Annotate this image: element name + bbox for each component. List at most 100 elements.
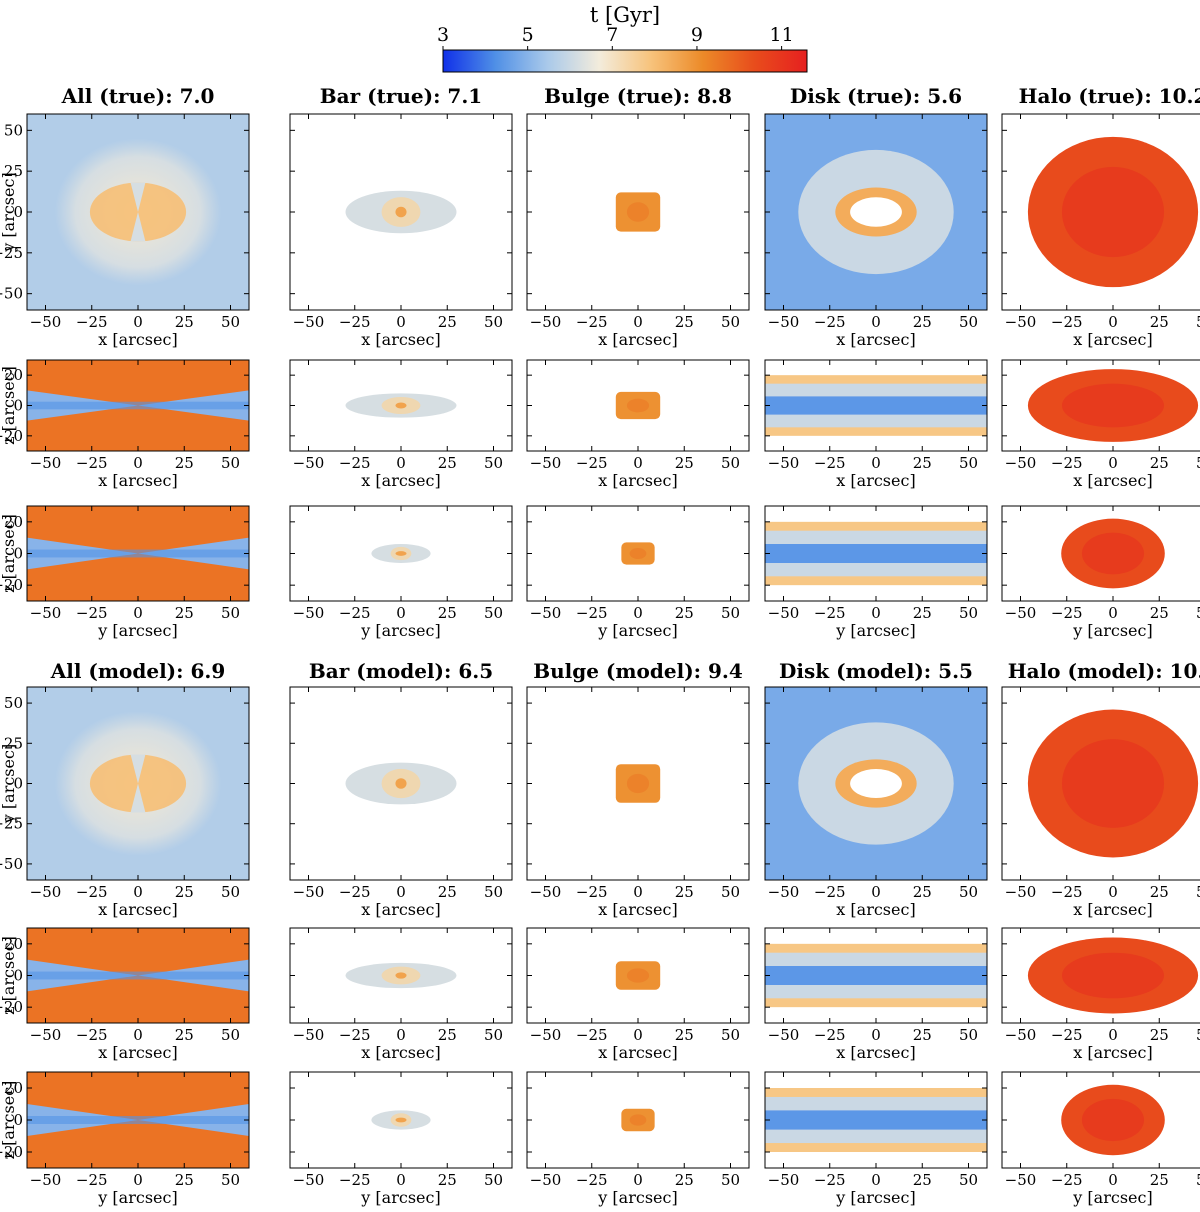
x-tick-label: 0 [633, 604, 643, 622]
panel-bulge-edge-on-xz: −50 −25 0 25 50 x [arcsec] [526, 359, 750, 490]
x-tick-label: −25 [1051, 454, 1083, 472]
age-map [621, 542, 655, 565]
map-fill [395, 551, 407, 556]
y-tick-label: 50 [4, 694, 23, 712]
y-tick-label: −25 [0, 244, 23, 262]
x-tick-label: 50 [484, 1026, 503, 1044]
x-tick-label: 0 [633, 454, 643, 472]
map-fill [765, 396, 987, 415]
x-axis-label: y [arcsec] [360, 1188, 440, 1207]
y-axis-label: y [arcsec] [0, 172, 18, 252]
x-tick-label: 0 [871, 604, 881, 622]
x-tick-label: 0 [396, 1026, 406, 1044]
colorbar-tick-label: 7 [606, 24, 618, 46]
map-fill [626, 773, 650, 794]
x-tick-label: 50 [221, 1171, 240, 1189]
x-tick-label: 25 [913, 454, 932, 472]
x-tick-label: 50 [484, 604, 503, 622]
x-tick-label: 0 [133, 883, 143, 901]
age-map [345, 962, 457, 989]
x-tick-label: 50 [1196, 883, 1200, 901]
x-tick-label: −25 [814, 604, 846, 622]
x-tick-label: 0 [871, 454, 881, 472]
panel-title-halo: Halo (model): 10.2 [1008, 659, 1200, 683]
panel-title-halo: Halo (true): 10.2 [1019, 84, 1200, 108]
x-tick-label: −25 [576, 883, 608, 901]
x-tick-label: −50 [768, 1026, 800, 1044]
panel-disk-face-on: −50 −25 0 25 50 x [arcsec] [764, 686, 988, 919]
x-tick-label: 50 [721, 1171, 740, 1189]
x-axis-label: x [arcsec] [598, 471, 677, 490]
panel-bar-face-on: −50 −25 0 25 50 x [arcsec] [289, 686, 513, 919]
panel-title-bulge: Bulge (true): 8.8 [544, 84, 732, 108]
x-tick-label: −50 [530, 604, 562, 622]
x-tick-label: 25 [438, 454, 457, 472]
x-tick-label: 25 [913, 883, 932, 901]
panel-bulge-edge-on-yz: −50 −25 0 25 50 y [arcsec] [526, 1071, 750, 1207]
panel-title-disk: Disk (model): 5.5 [779, 659, 973, 683]
y-tick-label: −50 [0, 285, 23, 303]
x-tick-label: 0 [871, 1026, 881, 1044]
panel-title-disk: Disk (true): 5.6 [790, 84, 962, 108]
x-tick-label: −25 [576, 313, 608, 331]
panel-title-bar: Bar (true): 7.1 [320, 84, 482, 108]
panel-title-bar: Bar (model): 6.5 [309, 659, 493, 683]
panel-all-edge-on-xz: −50 −25 0 25 50 20 0 −20z [arcsec] x [arcsec] [0, 359, 250, 490]
age-map [615, 192, 661, 232]
x-tick-label: 50 [1196, 454, 1200, 472]
x-tick-label: 0 [133, 313, 143, 331]
x-tick-label: −50 [530, 1171, 562, 1189]
x-tick-label: −50 [530, 1026, 562, 1044]
x-tick-label: 0 [1108, 454, 1118, 472]
x-tick-label: 25 [913, 1171, 932, 1189]
x-tick-label: 0 [133, 604, 143, 622]
map-fill [765, 1110, 987, 1130]
age-map [27, 506, 249, 601]
x-axis-label: y [arcsec] [597, 1188, 677, 1207]
y-axis-label: y [arcsec] [0, 744, 18, 824]
x-axis-label: x [arcsec] [836, 1043, 915, 1062]
x-tick-label: 50 [1196, 313, 1200, 331]
x-tick-label: −25 [76, 604, 108, 622]
age-map [1027, 369, 1199, 442]
x-tick-label: 50 [1196, 1171, 1200, 1189]
panel-bar-edge-on-xz: −50 −25 0 25 50 x [arcsec] [289, 927, 513, 1062]
y-tick-label: 0 [13, 545, 23, 563]
x-axis-label: y [arcsec] [360, 621, 440, 640]
x-axis-label: y [arcsec] [597, 621, 677, 640]
age-map [615, 961, 661, 990]
x-tick-label: −25 [339, 454, 371, 472]
x-tick-label: 50 [484, 1171, 503, 1189]
x-tick-label: 0 [871, 1171, 881, 1189]
x-tick-label: −25 [339, 1026, 371, 1044]
x-axis-label: x [arcsec] [836, 471, 915, 490]
age-map [765, 1088, 987, 1152]
panel-halo-face-on: −50 −25 0 25 50 x [arcsec] [1001, 113, 1200, 349]
map-fill [395, 1117, 407, 1123]
x-tick-label: −50 [30, 883, 62, 901]
panel-bulge-face-on: −50 −25 0 25 50 x [arcsec] [526, 113, 750, 349]
age-map [345, 393, 457, 418]
x-tick-label: 25 [438, 604, 457, 622]
x-tick-label: −50 [30, 604, 62, 622]
age-map [1027, 709, 1199, 858]
map-fill [1061, 739, 1165, 828]
x-tick-label: 0 [396, 883, 406, 901]
age-map [27, 1072, 249, 1168]
x-tick-label: −25 [814, 1026, 846, 1044]
panel-bulge-edge-on-yz: −50 −25 0 25 50 y [arcsec] [526, 505, 750, 640]
x-tick-label: 50 [221, 604, 240, 622]
map-fill [130, 754, 146, 813]
x-tick-label: 0 [633, 883, 643, 901]
x-tick-label: −50 [1005, 313, 1037, 331]
x-tick-label: 25 [438, 883, 457, 901]
x-tick-label: −25 [76, 313, 108, 331]
y-tick-label: −20 [0, 998, 23, 1016]
age-map [27, 687, 249, 880]
age-map [765, 114, 987, 310]
x-tick-label: 50 [484, 883, 503, 901]
y-axis-label: z [arcsec] [0, 936, 18, 1015]
map-fill [395, 206, 407, 218]
map-fill [395, 778, 407, 789]
